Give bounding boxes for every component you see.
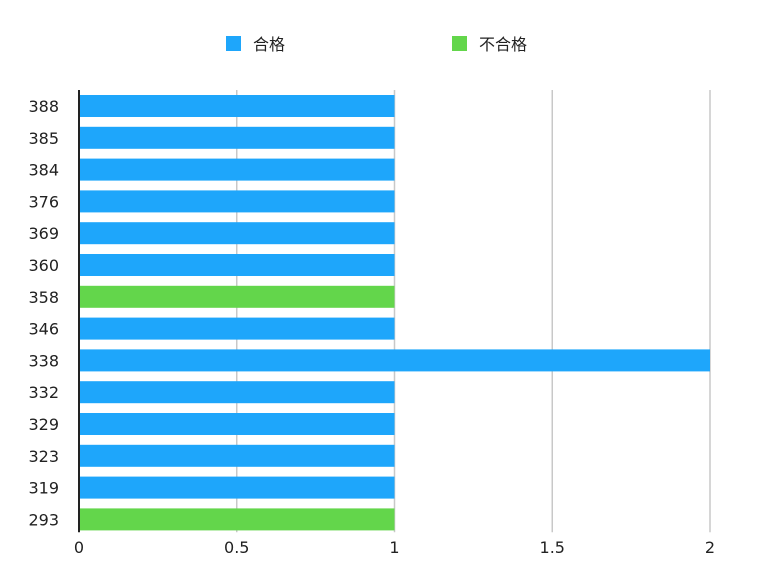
- y-tick-label: 388: [28, 97, 59, 116]
- bar: [79, 317, 395, 340]
- legend: 合格 不合格: [0, 31, 768, 55]
- y-tick-label: 332: [28, 383, 59, 402]
- bar: [79, 508, 395, 531]
- x-tick-label: 2: [705, 538, 715, 557]
- x-tick-label: 0: [74, 538, 84, 557]
- y-tick-label: 319: [28, 479, 59, 498]
- bar: [79, 126, 395, 149]
- y-tick-label: 384: [28, 161, 59, 180]
- bar: [79, 476, 395, 499]
- y-tick-label: 346: [28, 320, 59, 339]
- bar: [79, 381, 395, 404]
- x-tick-label: 1.5: [540, 538, 565, 557]
- bar: [79, 413, 395, 435]
- legend-item-fail: 不合格: [452, 31, 527, 55]
- legend-swatch-fail: [452, 35, 467, 51]
- bar: [79, 158, 395, 181]
- y-tick-label: 369: [28, 224, 59, 243]
- bar: [79, 254, 395, 276]
- bar: [79, 222, 395, 245]
- y-tick-label: 293: [28, 510, 59, 529]
- legend-swatch-pass: [226, 35, 241, 51]
- bar: [79, 285, 395, 308]
- bar: [79, 95, 395, 117]
- y-tick-label: 385: [28, 129, 59, 148]
- bar: [79, 349, 710, 372]
- legend-label-pass: 合格: [253, 35, 286, 54]
- y-tick-label: 360: [28, 256, 59, 275]
- y-tick-label: 358: [28, 288, 59, 307]
- y-tick-label: 376: [28, 192, 59, 211]
- y-tick-label: 338: [28, 351, 59, 370]
- y-tick-label: 329: [28, 415, 59, 434]
- x-tick-label: 0.5: [224, 538, 249, 557]
- y-tick-label: 323: [28, 447, 59, 466]
- legend-item-pass: 合格: [226, 31, 285, 55]
- legend-label-fail: 不合格: [479, 35, 528, 54]
- x-tick-label: 1: [389, 538, 399, 557]
- bar: [79, 444, 395, 467]
- bar: [79, 190, 395, 213]
